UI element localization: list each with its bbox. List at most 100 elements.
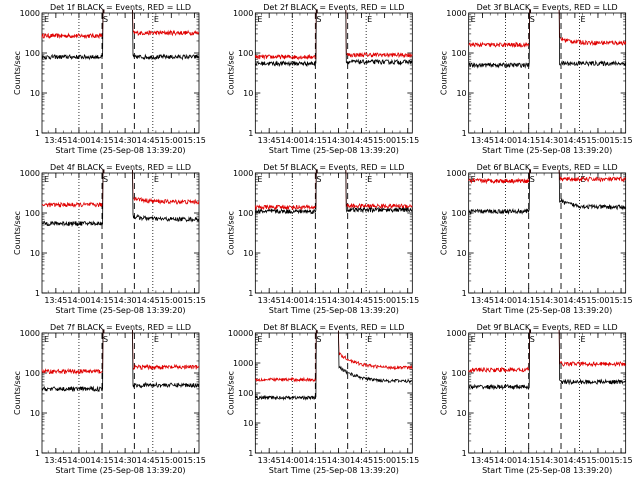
x-tick-label: 14:15: [90, 136, 113, 145]
x-axis-label: Start Time (25-Sep-08 13:39:20): [55, 146, 185, 155]
x-tick-label: 15:00: [373, 456, 396, 465]
y-tick-label: 100: [25, 49, 40, 58]
x-tick-label: 14:30: [114, 136, 137, 145]
events-series-line: [132, 9, 200, 61]
lld-series-line: [558, 169, 627, 183]
events-series-line: [254, 330, 318, 401]
y-tick-label: 10: [243, 419, 253, 428]
x-tick-label: 14:00: [67, 296, 90, 305]
x-tick-label: 14:45: [137, 296, 160, 305]
events-series-line: [41, 169, 105, 228]
marker-e-right: E: [580, 335, 585, 344]
x-tick-label: 14:45: [137, 456, 160, 465]
lld-series-line: [558, 329, 627, 368]
lld-series-line: [254, 330, 318, 383]
marker-e-left: E: [471, 335, 476, 344]
y-tick-label: 100: [451, 209, 466, 218]
x-tick-label: 14:15: [517, 456, 540, 465]
x-tick-label: 13:45: [471, 136, 494, 145]
marker-s: S: [316, 335, 321, 344]
panel-title: Det 4f BLACK = Events, RED = LLD: [50, 163, 191, 172]
marker-e-right: E: [367, 15, 372, 24]
x-tick-label: 14:45: [137, 136, 160, 145]
x-tick-label: 15:15: [610, 456, 633, 465]
marker-e-right: E: [154, 335, 159, 344]
y-tick-label: 1000: [233, 169, 253, 178]
y-tick-label: 1000: [233, 9, 253, 18]
marker-e-right: E: [580, 175, 585, 184]
marker-s: S: [316, 175, 321, 184]
y-axis-label: Counts/sec: [226, 371, 235, 415]
y-tick-label: 1000: [446, 9, 466, 18]
x-tick-label: 15:15: [183, 136, 206, 145]
panel-title: Det 6f BLACK = Events, RED = LLD: [477, 163, 618, 172]
plot-frame: [254, 12, 413, 134]
x-axis-label: Start Time (25-Sep-08 13:39:20): [269, 146, 399, 155]
y-tick-label: 10: [30, 409, 40, 418]
events-series-line: [132, 169, 200, 223]
events-series-line: [558, 169, 627, 211]
y-axis-label: Counts/sec: [440, 211, 449, 255]
lld-series-line: [132, 169, 200, 205]
marker-s: S: [530, 175, 535, 184]
x-tick-label: 15:15: [610, 136, 633, 145]
y-tick-label: 10: [30, 89, 40, 98]
lld-series-line: [41, 9, 105, 40]
events-series-line: [558, 9, 627, 67]
x-tick-label: 15:15: [396, 456, 419, 465]
x-tick-label: 14:30: [114, 456, 137, 465]
marker-e-right: E: [154, 15, 159, 24]
marker-e-right: E: [154, 175, 159, 184]
events-series-line: [345, 9, 413, 66]
lld-series-line: [41, 169, 105, 208]
x-axis-label: Start Time (25-Sep-08 13:39:20): [269, 466, 399, 475]
y-tick-label: 1: [35, 289, 40, 298]
x-tick-label: 14:30: [114, 296, 137, 305]
y-tick-label: 10: [30, 249, 40, 258]
detector-panel-9: Det 9f BLACK = Events, RED = LLD 1 10 100 10…: [440, 323, 633, 475]
x-tick-label: 14:45: [563, 136, 586, 145]
x-tick-label: 14:15: [517, 136, 540, 145]
x-axis-label: Start Time (25-Sep-08 13:39:20): [482, 146, 612, 155]
x-tick-label: 14:00: [281, 296, 304, 305]
panel-title: Det 1f BLACK = Events, RED = LLD: [50, 3, 191, 12]
x-tick-label: 13:45: [44, 456, 67, 465]
panel-title: Det 3f BLACK = Events, RED = LLD: [477, 3, 618, 12]
x-axis-label: Start Time (25-Sep-08 13:39:20): [55, 306, 185, 315]
x-tick-label: 14:30: [540, 136, 563, 145]
detector-panel-5: Det 5f BLACK = Events, RED = LLD 1 10 100 10…: [226, 163, 419, 315]
x-axis-label: Start Time (25-Sep-08 13:39:20): [269, 306, 399, 315]
x-tick-label: 14:45: [563, 296, 586, 305]
marker-e-left: E: [44, 15, 49, 24]
x-tick-label: 14:30: [327, 456, 350, 465]
x-tick-label: 13:45: [471, 296, 494, 305]
x-tick-label: 14:00: [494, 456, 517, 465]
plot-frame: [41, 12, 200, 134]
y-tick-label: 1: [35, 449, 40, 458]
events-series-line: [132, 329, 200, 389]
x-axis-label: Start Time (25-Sep-08 13:39:20): [482, 306, 612, 315]
plot-frame: [468, 172, 627, 294]
x-tick-label: 14:30: [327, 136, 350, 145]
detector-panel-8: Det 8f BLACK = Events, RED = LLD 1 10 100 10…: [226, 323, 419, 475]
events-series-line: [468, 169, 531, 215]
x-tick-label: 15:00: [160, 296, 183, 305]
y-tick-label: 1: [248, 449, 253, 458]
lld-series-line: [254, 9, 318, 61]
x-tick-label: 14:45: [350, 296, 373, 305]
lld-series-line: [132, 9, 200, 37]
marker-e-left: E: [257, 175, 262, 184]
x-tick-label: 14:15: [90, 296, 113, 305]
marker-s: S: [103, 335, 108, 344]
x-tick-label: 13:45: [258, 136, 281, 145]
x-tick-label: 14:30: [540, 296, 563, 305]
y-axis-label: Counts/sec: [226, 51, 235, 95]
y-axis-label: Counts/sec: [13, 211, 22, 255]
lld-series-line: [41, 329, 105, 376]
events-series-line: [558, 329, 627, 386]
y-tick-label: 1: [462, 449, 467, 458]
lld-series-line: [337, 330, 413, 371]
x-tick-label: 15:15: [183, 456, 206, 465]
y-tick-label: 1000: [446, 169, 466, 178]
